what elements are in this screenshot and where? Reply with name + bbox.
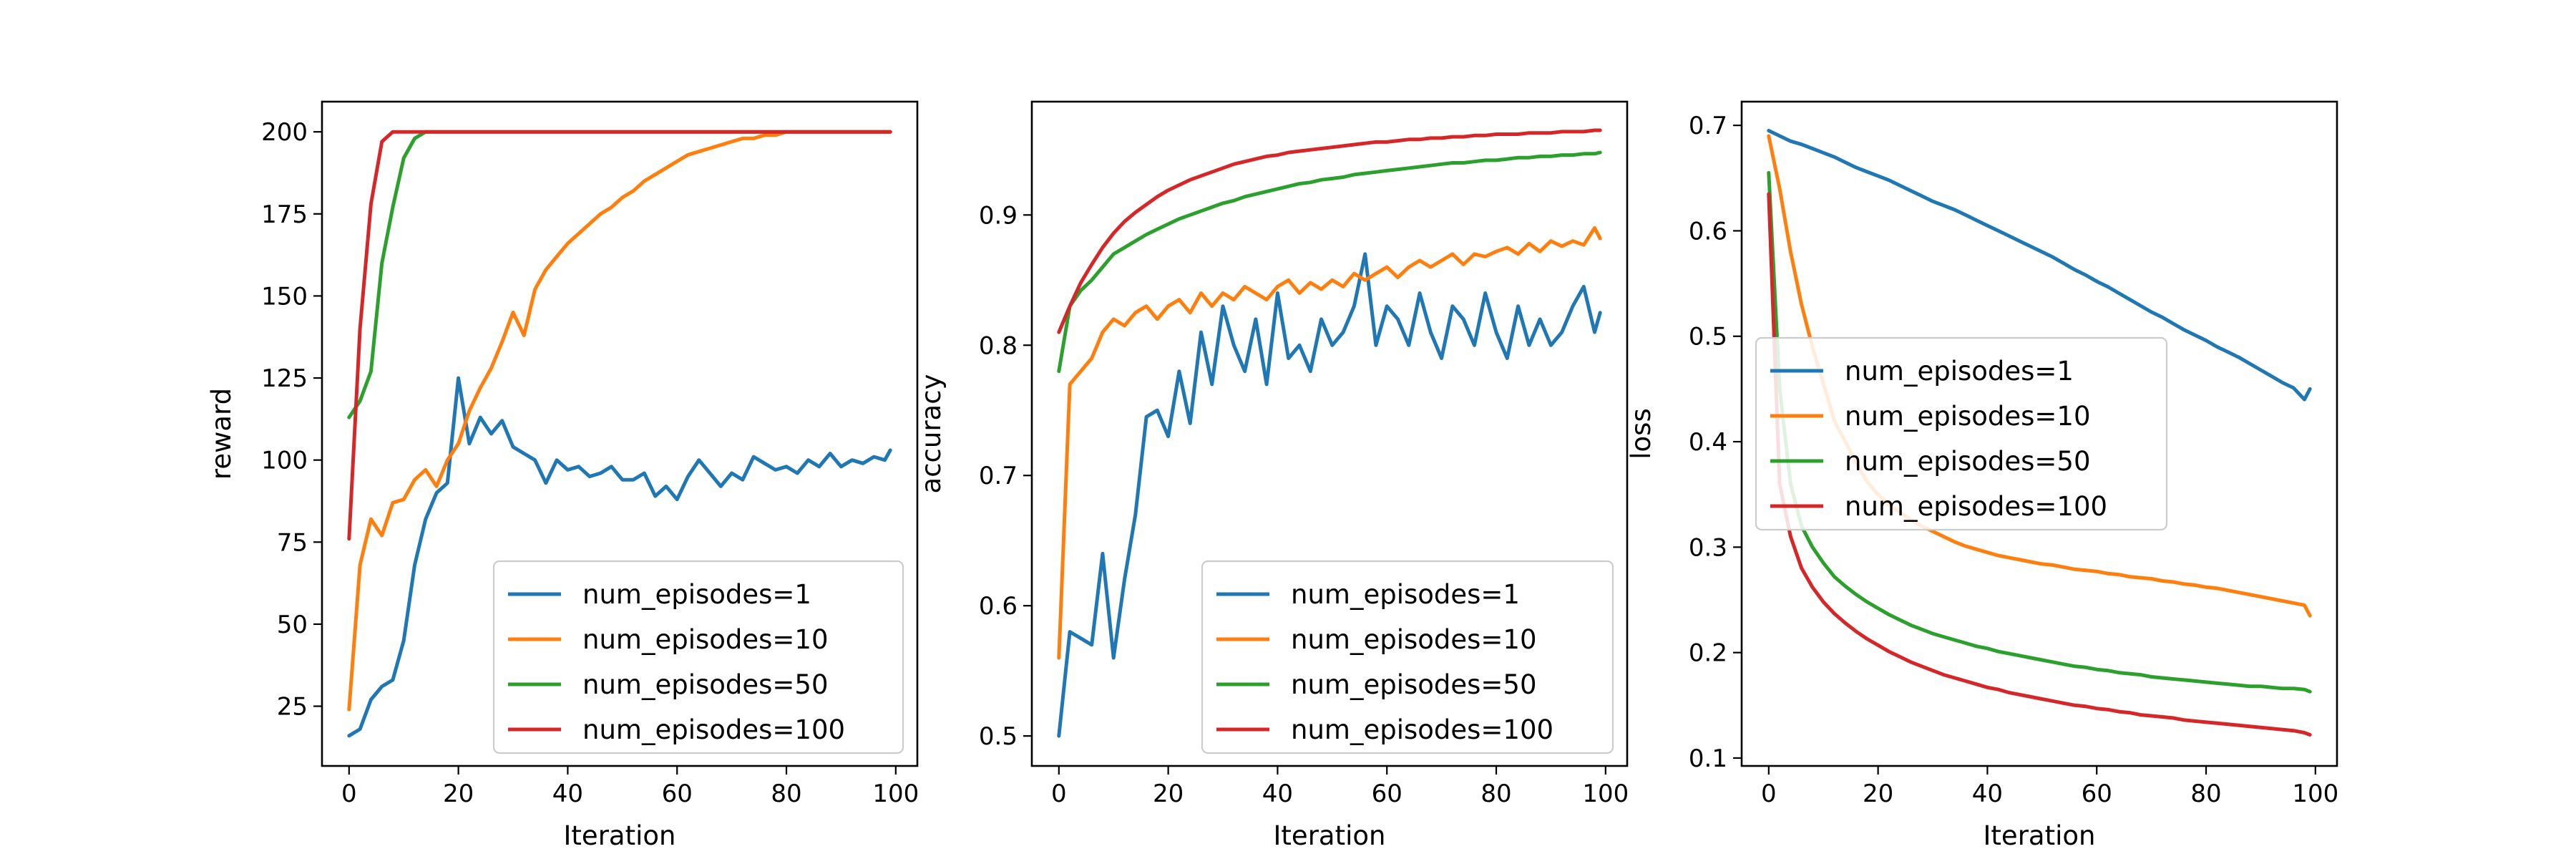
x-tick-label: 40 xyxy=(1262,780,1293,808)
series-line-num_episodes-100 xyxy=(1057,128,1602,334)
y-axis-title: loss xyxy=(1626,408,1657,459)
y-axis-title: reward xyxy=(206,388,237,480)
axes-frame xyxy=(1030,100,1629,767)
y-tick-label: 0.6 xyxy=(1689,217,1727,246)
y-tick-label: 200 xyxy=(261,118,308,147)
y-tick-label: 0.5 xyxy=(979,722,1018,751)
legend-label: num_episodes=50 xyxy=(1845,446,2091,477)
chart-panel-accuracy: 0 20 40 60 80 100 0.5 0.6 0.7 0.8 0.9 Iteration accu… xyxy=(916,100,1629,851)
legend-label: num_episodes=1 xyxy=(582,579,811,610)
y-axis-title: accuracy xyxy=(916,374,947,494)
x-axis-title: Iteration xyxy=(1984,820,2096,851)
legend-box xyxy=(1755,336,2168,531)
chart-panel-loss: 0 20 40 60 80 100 0.1 0.2 0.3 0.4 0.5 0.6 0.7 Iterati… xyxy=(1626,100,2338,851)
y-tick-label: 0.7 xyxy=(979,462,1018,490)
x-tick-label: 40 xyxy=(552,780,583,808)
y-tick-label: 25 xyxy=(277,693,308,722)
series-line-num_episodes-50 xyxy=(1767,170,2312,694)
axes-frame xyxy=(321,100,919,767)
legend-box xyxy=(492,560,904,754)
y-tick-label: 0.3 xyxy=(1689,533,1727,562)
legend-label: num_episodes=10 xyxy=(1845,401,2091,432)
x-tick-label: 80 xyxy=(1480,780,1511,808)
series-line-num_episodes-50 xyxy=(1057,150,1602,374)
series-line-num_episodes-100 xyxy=(1767,192,2312,737)
x-axis-title: Iteration xyxy=(1274,820,1386,851)
y-tick-label: 150 xyxy=(261,282,308,311)
axes-frame xyxy=(1740,100,2338,767)
y-tick-label: 50 xyxy=(277,611,308,639)
legend: num_episodes=1 num_episodes=10 num_episode… xyxy=(1755,336,2168,531)
series-line-num_episodes-1 xyxy=(347,376,892,738)
y-tick-label: 0.1 xyxy=(1689,744,1727,773)
legend-label: num_episodes=50 xyxy=(1291,669,1537,700)
x-tick-label: 80 xyxy=(771,780,801,808)
series-line-num_episodes-1 xyxy=(1057,252,1602,738)
x-tick-label: 0 xyxy=(1761,780,1777,808)
series-line-num_episodes-100 xyxy=(347,130,892,541)
x-tick-label: 40 xyxy=(1972,780,2003,808)
x-tick-label: 20 xyxy=(1863,780,1893,808)
legend-box xyxy=(1201,560,1614,754)
legend-label: num_episodes=1 xyxy=(1291,579,1520,610)
x-tick-label: 60 xyxy=(1372,780,1402,808)
x-tick-label: 80 xyxy=(2190,780,2221,808)
legend: num_episodes=1 num_episodes=10 num_episode… xyxy=(1201,560,1614,754)
x-axis-title: Iteration xyxy=(564,820,676,851)
legend-label: num_episodes=50 xyxy=(582,669,829,700)
y-tick-label: 0.9 xyxy=(979,201,1018,230)
legend-label: num_episodes=100 xyxy=(582,714,845,745)
y-tick-label: 0.8 xyxy=(979,331,1018,360)
legend: num_episodes=1 num_episodes=10 num_episode… xyxy=(492,560,904,754)
y-tick-label: 75 xyxy=(277,528,308,557)
legend-label: num_episodes=10 xyxy=(582,624,829,655)
y-tick-label: 0.5 xyxy=(1689,323,1727,351)
x-tick-label: 100 xyxy=(872,780,919,808)
series-line-num_episodes-1 xyxy=(1767,129,2312,402)
legend-label: num_episodes=10 xyxy=(1291,624,1537,655)
legend-label: num_episodes=1 xyxy=(1845,356,2074,387)
x-tick-label: 0 xyxy=(1051,780,1067,808)
x-tick-label: 60 xyxy=(2082,780,2112,808)
legend-label: num_episodes=100 xyxy=(1845,491,2107,522)
x-tick-label: 20 xyxy=(443,780,474,808)
y-tick-label: 175 xyxy=(261,200,308,229)
legend-label: num_episodes=100 xyxy=(1291,714,1553,745)
series-line-num_episodes-10 xyxy=(1057,226,1602,660)
x-tick-label: 0 xyxy=(341,780,357,808)
chart-panel-reward: 0 20 40 60 80 100 25 50 75 100 125 150 175 200 Iterati… xyxy=(206,100,919,851)
x-tick-label: 100 xyxy=(1582,780,1629,808)
y-tick-label: 0.4 xyxy=(1689,428,1727,457)
x-tick-label: 20 xyxy=(1153,780,1184,808)
x-tick-label: 60 xyxy=(662,780,693,808)
y-tick-label: 100 xyxy=(261,447,308,475)
y-tick-label: 0.6 xyxy=(979,592,1018,621)
y-tick-label: 0.7 xyxy=(1689,112,1727,140)
y-tick-label: 125 xyxy=(261,364,308,393)
y-tick-label: 0.2 xyxy=(1689,639,1727,668)
x-tick-label: 100 xyxy=(2292,780,2338,808)
